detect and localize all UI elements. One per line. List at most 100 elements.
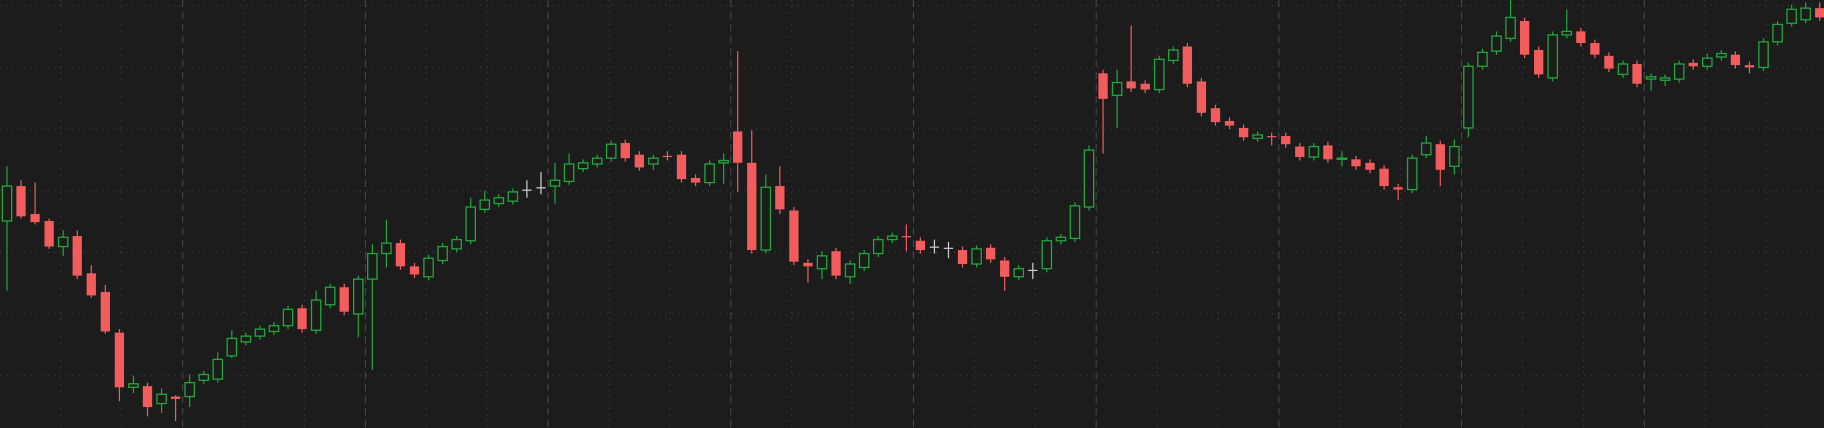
- candle-body: [1463, 65, 1474, 129]
- candle-body: [831, 251, 841, 276]
- candle-body: [479, 199, 491, 210]
- candle-body: [1055, 236, 1067, 242]
- candle-body: [156, 393, 167, 405]
- candle-body: [872, 238, 884, 255]
- candle-body: [1000, 260, 1010, 277]
- candle-body: [605, 143, 617, 159]
- candle-body: [1519, 20, 1530, 55]
- candle-body: [1308, 145, 1320, 158]
- candle-body: [339, 287, 349, 312]
- candle-body: [1013, 268, 1025, 278]
- candle-body: [324, 286, 336, 306]
- candle-body: [549, 179, 561, 187]
- candle-body: [16, 186, 26, 217]
- candle-body: [1098, 73, 1108, 99]
- candle-body: [1632, 63, 1642, 84]
- candle-body: [170, 396, 181, 399]
- candle-body: [1604, 55, 1614, 69]
- candle-body: [803, 262, 813, 267]
- candle-body: [1196, 81, 1207, 113]
- candle-body: [1561, 30, 1573, 36]
- candle-body: [409, 266, 420, 275]
- candle-body: [381, 242, 392, 255]
- candle-body: [1224, 120, 1235, 126]
- candle-body: [268, 325, 280, 333]
- candle-body: [1336, 157, 1348, 161]
- candle-body: [1069, 205, 1081, 240]
- candle-body: [142, 386, 153, 408]
- candle-body: [577, 162, 589, 170]
- candle-body: [1772, 23, 1783, 43]
- candle-body: [1238, 127, 1249, 138]
- candle-body: [1041, 240, 1053, 270]
- candle-body: [789, 210, 799, 262]
- candle-body: [1210, 108, 1221, 123]
- candle-body: [1744, 65, 1755, 68]
- candle-body: [72, 236, 82, 276]
- candle-body: [591, 157, 603, 165]
- candle-body: [662, 155, 673, 158]
- candle-body: [1505, 16, 1516, 40]
- candle-body: [1547, 34, 1559, 79]
- candle-body: [775, 186, 785, 210]
- candle-body: [760, 186, 772, 251]
- candle-body: [1688, 62, 1698, 67]
- candle-body: [1673, 63, 1685, 80]
- candle-body: [957, 250, 968, 265]
- candle-body: [184, 381, 195, 398]
- candle-body: [282, 308, 294, 327]
- candle-body: [1323, 145, 1333, 160]
- candle-body: [1758, 41, 1769, 69]
- candle-body: [1716, 52, 1727, 58]
- candle-body: [1534, 50, 1544, 75]
- candle-body: [254, 328, 266, 337]
- candle-body: [1645, 76, 1657, 80]
- candle-body: [1449, 145, 1460, 167]
- candle-body: [733, 131, 743, 163]
- candle-body: [100, 291, 110, 332]
- candle-body: [1267, 136, 1277, 138]
- candle-body: [493, 197, 505, 205]
- candle-body: [634, 154, 644, 168]
- candle-body: [563, 163, 575, 183]
- candle-body: [858, 252, 870, 269]
- candle-body: [1351, 159, 1361, 167]
- candle-body: [114, 332, 125, 388]
- candle-body: [465, 206, 477, 242]
- candle-body: [1786, 8, 1797, 24]
- candle-body: [44, 220, 54, 247]
- candle-body: [1281, 136, 1291, 145]
- candle-body: [747, 162, 757, 251]
- candle-body: [676, 154, 687, 180]
- candle-body: [522, 189, 532, 191]
- candle-body: [886, 235, 898, 241]
- candle-body: [943, 247, 954, 249]
- candle-body: [1659, 77, 1671, 81]
- candle-body: [1, 185, 13, 222]
- candle-body: [1153, 58, 1165, 91]
- candle-body: [536, 187, 546, 189]
- candle-body: [1420, 142, 1432, 156]
- candle-body: [1126, 81, 1136, 89]
- candle-body: [1730, 54, 1741, 66]
- candle-body: [451, 238, 462, 250]
- candle-body: [816, 255, 828, 270]
- candle-body: [1491, 35, 1502, 52]
- candle-body: [1576, 31, 1586, 44]
- candle-body: [1168, 49, 1179, 62]
- candle-body: [1800, 7, 1811, 21]
- candle-body: [1617, 63, 1629, 76]
- candle-body: [1477, 51, 1488, 67]
- candle-body: [1182, 46, 1193, 84]
- candle-body: [704, 163, 715, 184]
- candle-body: [1252, 134, 1263, 140]
- candle-body: [437, 245, 448, 262]
- candle-body: [128, 383, 139, 388]
- candle-body: [507, 191, 519, 202]
- candle-body: [240, 335, 252, 343]
- candle-body: [929, 246, 940, 248]
